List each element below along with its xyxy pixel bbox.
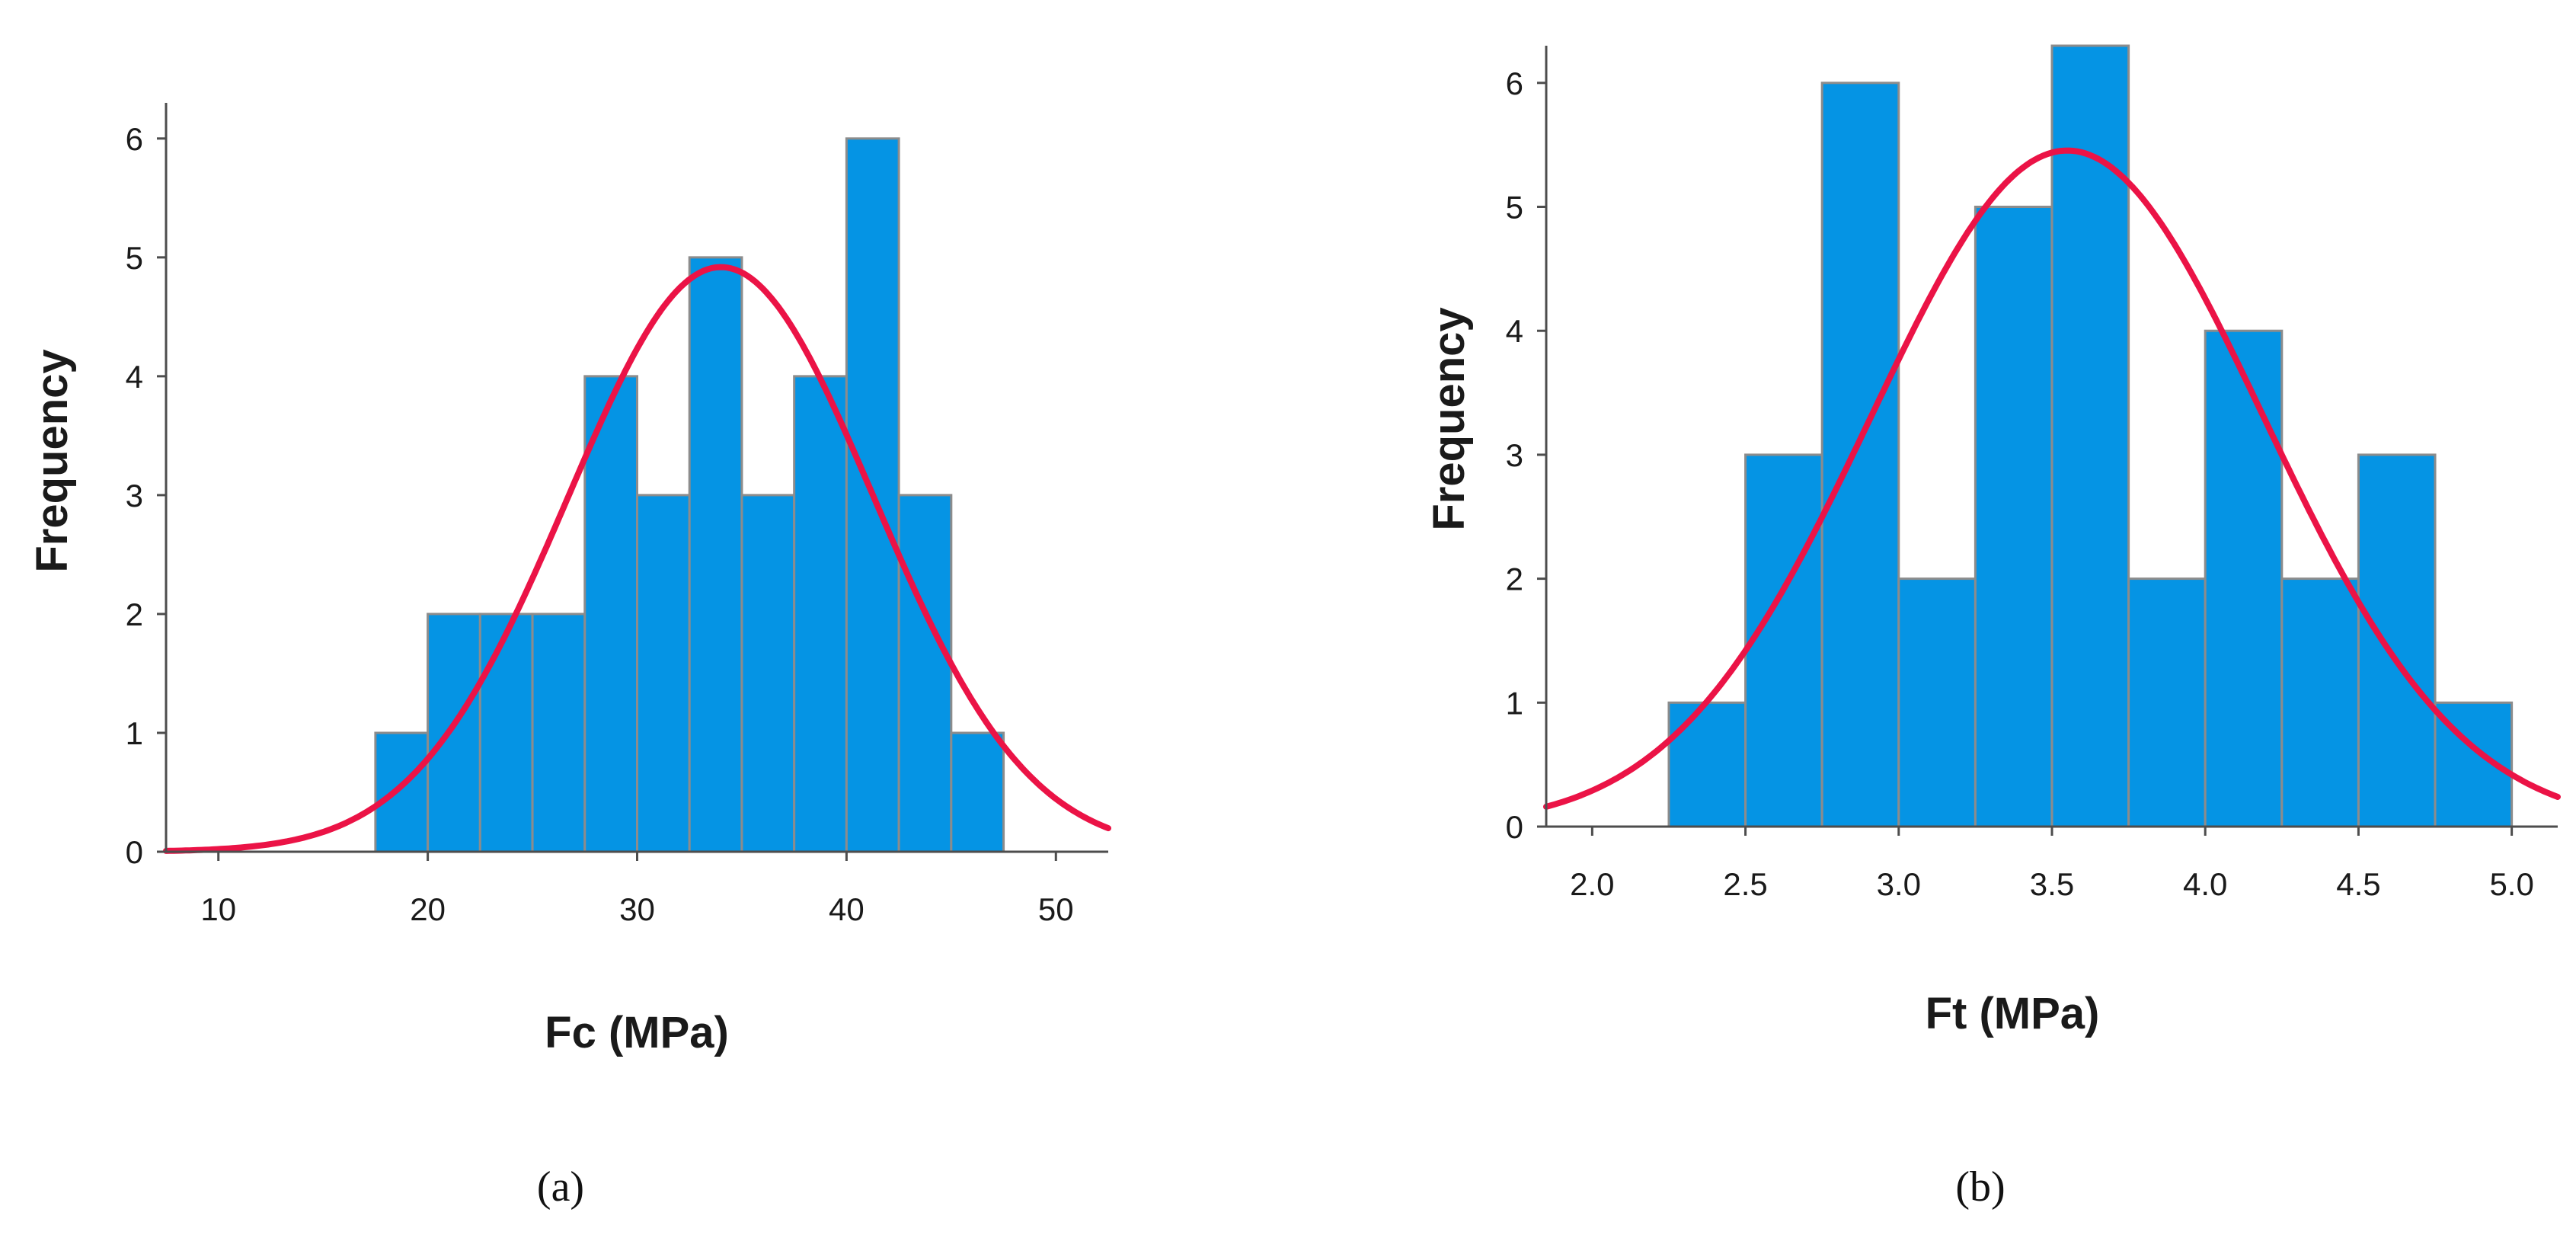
histogram-bar: [688, 256, 743, 853]
y-tick-label: 0: [1506, 809, 1523, 845]
histogram-bar: [374, 731, 430, 853]
histogram-bar: [2280, 577, 2360, 828]
x-tick-label: 4.0: [2183, 866, 2227, 902]
histogram-bar: [583, 375, 638, 853]
x-tick-label: 5.0: [2489, 866, 2533, 902]
x-axis-title: Ft (MPa): [1926, 989, 2100, 1038]
y-tick-label: 0: [126, 834, 143, 870]
histogram-bar: [427, 613, 481, 853]
x-tick-label: 2.0: [1570, 866, 1614, 902]
y-tick-label: 5: [1506, 190, 1523, 226]
x-tick-label: 40: [829, 891, 865, 927]
x-tick-label: 3.5: [2030, 866, 2074, 902]
y-tick-label: 4: [126, 359, 143, 395]
histogram-bar: [950, 731, 1005, 853]
bar-group: [374, 137, 1005, 853]
panel-caption: (b): [1955, 1163, 2005, 1211]
normal-curve: [1543, 147, 2561, 810]
y-tick-label: 4: [1506, 313, 1523, 349]
y-tick-label: 3: [126, 478, 143, 513]
histogram-bar: [1667, 701, 1747, 828]
histogram-bar: [793, 375, 848, 853]
normal-curve: [163, 264, 1111, 854]
histogram-bar: [2357, 453, 2437, 828]
x-axis-title: Fc (MPa): [545, 1008, 729, 1057]
y-tick-label: 5: [126, 240, 143, 276]
y-tick-label: 2: [126, 597, 143, 632]
y-tick-label: 1: [1506, 685, 1523, 721]
histogram-bar: [2204, 329, 2284, 828]
x-tick-label: 50: [1038, 891, 1074, 927]
x-tick-label: 20: [410, 891, 446, 927]
histogram-bar: [531, 613, 586, 853]
histogram-bar: [1744, 453, 1823, 828]
histogram-bar: [2050, 44, 2130, 828]
y-tick-label: 2: [1506, 561, 1523, 597]
histogram-panel-ft: 0 1 2 3 4 5 6 2.0 2.5 3.0 3.5 4.0 4.5 5.0 Frequency F…: [1424, 44, 2561, 1211]
y-tick-label: 6: [1506, 66, 1523, 101]
histogram-panel-fc: 0 1 2 3 4 5 6 10 20 30 40 50 Frequency Fc (MPa) (a): [27, 103, 1111, 1211]
histogram-bar: [740, 494, 796, 853]
y-tick-label: 3: [1506, 437, 1523, 473]
histogram-bar: [1974, 206, 2053, 828]
histogram-bar: [1820, 82, 1900, 828]
x-tick-label: 2.5: [1723, 866, 1767, 902]
bar-group: [1667, 44, 2514, 828]
x-tick-label: 3.0: [1877, 866, 1921, 902]
histogram-bar: [478, 613, 534, 853]
histogram-bar: [2127, 577, 2207, 828]
tick-group: 0 1 2 3 4 5 6 2.0 2.5 3.0 3.5 4.0 4.5 5.0: [1506, 66, 2534, 902]
x-tick-label: 30: [619, 891, 655, 927]
histogram-bar: [897, 494, 953, 853]
y-tick-label: 6: [126, 121, 143, 157]
x-tick-label: 4.5: [2336, 866, 2380, 902]
histogram-bar: [1897, 577, 1977, 828]
panel-caption: (a): [537, 1163, 584, 1211]
tick-group: 0 1 2 3 4 5 6 10 20 30 40 50: [126, 121, 1074, 927]
y-tick-label: 1: [126, 715, 143, 751]
histogram-bar: [636, 494, 691, 853]
y-axis-title: Frequency: [1424, 307, 1474, 530]
x-tick-label: 10: [200, 891, 236, 927]
y-axis-title: Frequency: [27, 349, 77, 572]
